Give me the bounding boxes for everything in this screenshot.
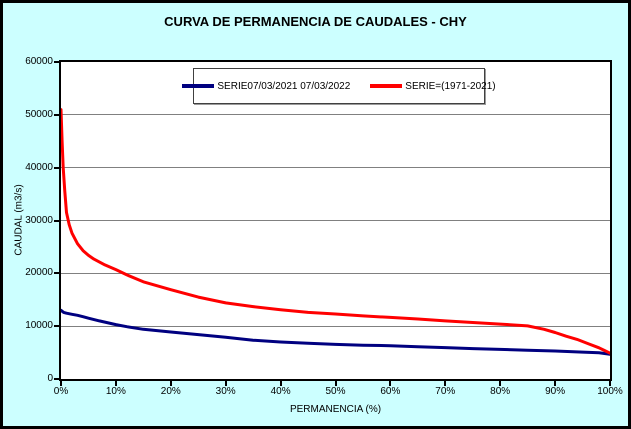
plot-area (59, 60, 612, 381)
legend: SERIE07/03/2021 07/03/2022 SERIE=(1971-2… (182, 68, 496, 104)
y-tick-label-0: 0 (47, 373, 53, 384)
x-tick-label-60%: 60% (380, 386, 401, 397)
x-tick-label-80%: 80% (490, 386, 511, 397)
gridline-40000 (61, 167, 610, 169)
x-tick-mark (609, 381, 611, 386)
series-line-1 (61, 108, 610, 355)
y-tick-label-30000: 30000 (25, 214, 53, 226)
y-tick-label-20000: 20000 (25, 267, 53, 279)
x-axis-title: PERMANENCIA (%) (289, 404, 382, 415)
x-tick-label-70%: 70% (435, 386, 456, 397)
x-tick-label-40%: 40% (270, 386, 291, 397)
y-tick-mark (54, 378, 59, 380)
series-line-0 (61, 308, 610, 356)
x-tick-label-100%: 100% (597, 386, 623, 397)
y-tick-mark (54, 166, 59, 169)
legend-entry-serie-2021-2022: SERIE07/03/2021 07/03/2022 (182, 81, 350, 92)
x-tick-label-50%: 50% (325, 386, 346, 397)
x-tick-label-0%: 0% (53, 386, 69, 397)
gridline-10000 (61, 325, 610, 327)
gridline-50000 (61, 114, 610, 116)
x-tick-label-10%: 10% (105, 386, 126, 397)
legend-line-sample-red (370, 84, 403, 88)
x-tick-mark (279, 381, 282, 386)
series-plot (61, 108, 610, 356)
legend-label: SERIE07/03/2021 07/03/2022 (217, 80, 351, 92)
y-tick-mark (54, 219, 59, 222)
y-tick-label-60000: 60000 (25, 56, 53, 67)
gridline-20000 (61, 272, 610, 274)
chart-title: CURVA DE PERMANENCIA DE CAUDALES - CHY (164, 14, 467, 29)
x-tick-mark (114, 381, 117, 386)
y-tick-mark (54, 325, 59, 328)
y-tick-label-50000: 50000 (25, 108, 53, 120)
x-tick-mark (334, 381, 337, 386)
y-tick-label-10000: 10000 (25, 320, 53, 332)
x-tick-label-20%: 20% (160, 386, 181, 397)
x-tick-label-30%: 30% (215, 386, 236, 397)
x-tick-mark (499, 381, 502, 386)
x-tick-mark (554, 381, 557, 386)
legend-label: SERIE=(1971-2021) (405, 80, 496, 92)
y-tick-label-40000: 40000 (25, 161, 53, 173)
x-tick-mark (389, 381, 392, 386)
y-tick-mark (54, 272, 59, 275)
x-tick-mark (224, 381, 227, 386)
y-tick-mark (54, 113, 59, 116)
legend-line-sample-blue (182, 84, 215, 88)
y-tick-mark (54, 61, 59, 63)
x-tick-mark (444, 381, 447, 386)
x-tick-mark (169, 381, 172, 386)
legend-entry-serie-1971-2021: SERIE=(1971-2021) (370, 80, 496, 92)
x-tick-label-90%: 90% (545, 386, 566, 397)
gridline-30000 (61, 220, 610, 221)
x-tick-mark (60, 381, 62, 386)
